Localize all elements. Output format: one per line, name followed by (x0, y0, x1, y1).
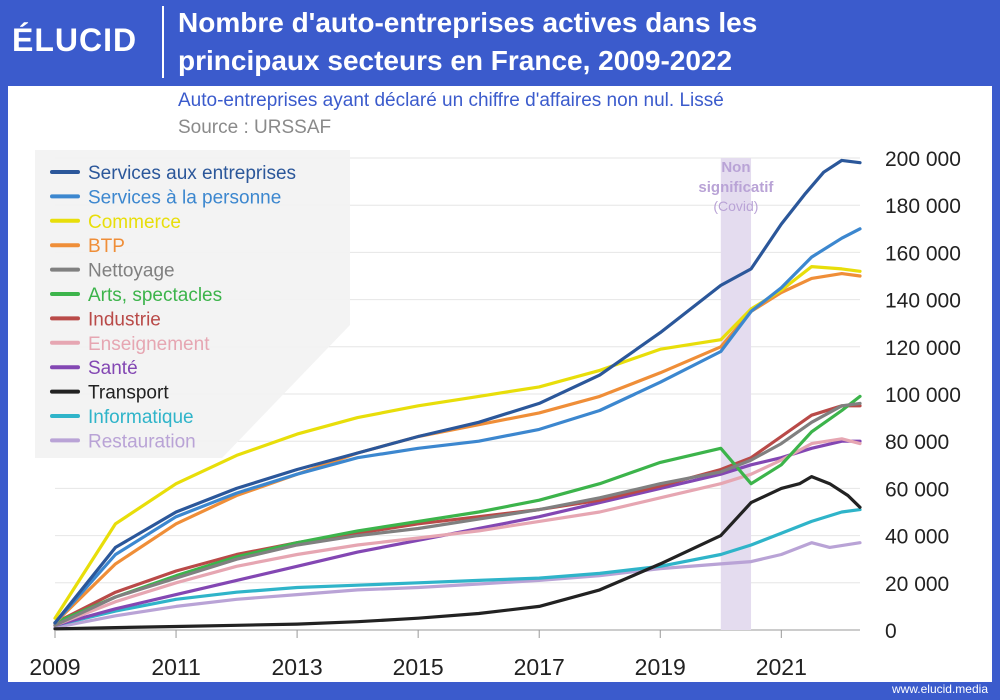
legend-label: Arts, spectacles (88, 285, 222, 306)
legend-label: Commerce (88, 212, 181, 233)
series-line (53, 272, 862, 625)
series-lines (53, 158, 862, 631)
chart-source: Source : URSSAF (178, 117, 332, 138)
x-axis: 2009 2011 2013 2015 2017 2019 2021 (29, 630, 807, 680)
legend-label: Services aux entreprises (88, 163, 296, 184)
y-tick-label: 160 000 (885, 242, 961, 265)
chart-subtitle: Auto-entreprises ayant déclaré un chiffr… (178, 90, 724, 111)
covid-label-line3: (Covid) (713, 198, 758, 214)
legend-label: Transport (88, 383, 169, 404)
y-tick-label: 200 000 (885, 148, 961, 171)
x-tick-label: 2009 (29, 654, 80, 680)
title-line-2: principaux secteurs en France, 2009-2022 (178, 45, 733, 76)
y-tick-label: 100 000 (885, 384, 961, 407)
legend-label: Services à la personne (88, 187, 281, 208)
series-line (53, 265, 862, 620)
header: ÉLUCID Nombre d'auto-entreprises actives… (0, 0, 1000, 86)
y-tick-label: 0 (885, 620, 897, 643)
logo-divider (162, 6, 164, 78)
legend-label: Industrie (88, 309, 161, 330)
legend-box (35, 150, 350, 458)
covid-label-line2: significatif (698, 179, 774, 196)
x-tick-label: 2013 (272, 654, 323, 680)
y-tick-label: 40 000 (885, 526, 949, 549)
y-tick-label: 20 000 (885, 573, 949, 596)
covid-annotation: Non significatif (Covid) (698, 159, 774, 214)
x-tick-label: 2011 (151, 654, 200, 680)
covid-band-rect (720, 158, 752, 630)
x-tick-label: 2015 (393, 654, 444, 680)
y-axis: 0 20 000 40 000 60 000 80 000 100 000 120 000 1… (885, 148, 961, 643)
title-line-1: Nombre d'auto-entreprises actives dans l… (178, 7, 758, 38)
logo[interactable]: ÉLUCID (12, 22, 138, 58)
x-tick-label: 2019 (635, 654, 686, 680)
covid-band (720, 158, 752, 630)
y-tick-label: 180 000 (885, 195, 961, 218)
series-line (53, 541, 862, 630)
legend-label: Nettoyage (88, 261, 175, 282)
legend-label: Informatique (88, 407, 194, 428)
series-line (53, 475, 862, 631)
series-line (53, 227, 862, 625)
legend-label: BTP (88, 236, 125, 257)
x-tick-label: 2017 (514, 654, 565, 680)
y-tick-label: 140 000 (885, 290, 961, 313)
legend-label: Restauration (88, 431, 196, 452)
series-line (53, 401, 862, 627)
legend-label: Enseignement (88, 334, 210, 355)
footer-url[interactable]: www.elucid.media (891, 682, 988, 696)
legend: Services aux entreprises Services à la pe… (35, 150, 350, 458)
legend-label: Santé (88, 358, 138, 379)
covid-label-line1: Non (721, 159, 750, 176)
y-tick-label: 60 000 (885, 478, 949, 501)
y-tick-label: 120 000 (885, 337, 961, 360)
series-line (53, 158, 862, 625)
y-tick-label: 80 000 (885, 431, 949, 454)
series-line (53, 394, 862, 625)
series-line (53, 508, 862, 627)
page-title: Nombre d'auto-entreprises actives dans l… (178, 4, 978, 80)
x-tick-label: 2021 (756, 654, 807, 680)
